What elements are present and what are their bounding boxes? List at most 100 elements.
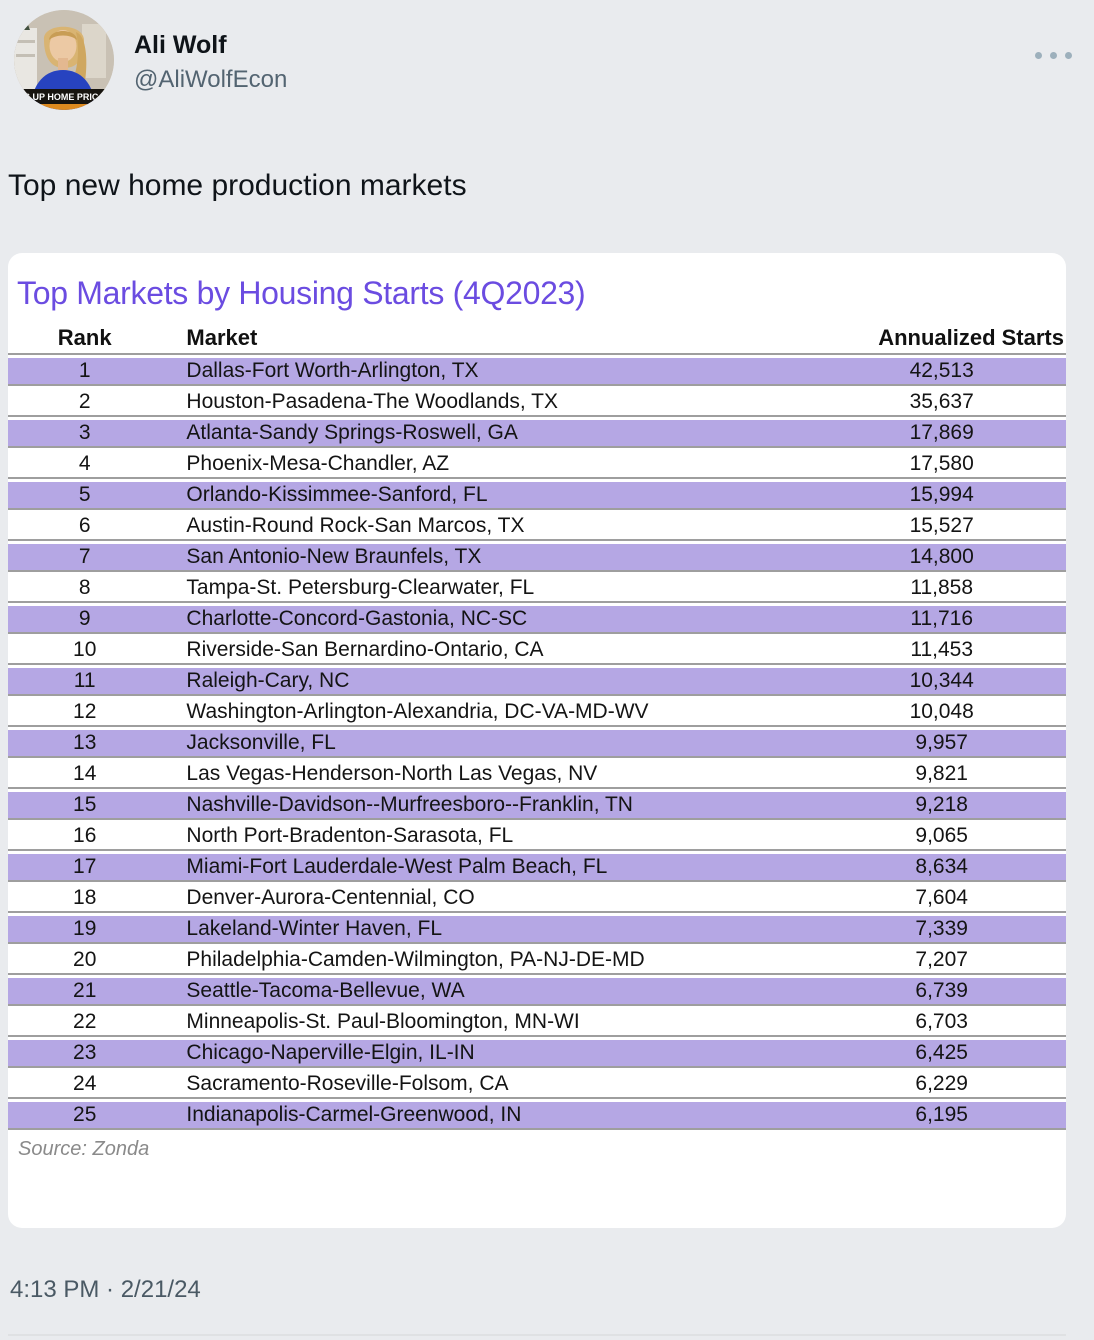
value-cell: 10,048 xyxy=(817,699,1066,727)
market-cell: Nashville-Davidson--Murfreesboro--Frankl… xyxy=(161,792,818,820)
rank-cell: 18 xyxy=(8,885,162,913)
rank-cell: 2 xyxy=(8,389,162,417)
tweet-text: Top new home production markets xyxy=(8,169,467,202)
table-row: 3 Atlanta-Sandy Springs-Roswell, GA 17,869 xyxy=(8,420,1066,448)
table-row: 5 Orlando-Kissimmee-Sanford, FL 15,994 xyxy=(8,482,1066,510)
table-row: 15 Nashville-Davidson--Murfreesboro--Fran… xyxy=(8,792,1066,820)
rank-cell: 12 xyxy=(8,699,162,727)
table-row: 4 Phoenix-Mesa-Chandler, AZ 17,580 xyxy=(8,451,1066,479)
table-row: 22 Minneapolis-St. Paul-Bloomington, MN-W… xyxy=(8,1009,1066,1037)
table-row: 7 San Antonio-New Braunfels, TX 14,800 xyxy=(8,544,1066,572)
starts-column-header: Annualized Starts xyxy=(817,323,1066,355)
value-cell: 6,229 xyxy=(817,1071,1066,1099)
value-cell: 11,716 xyxy=(817,606,1066,634)
more-dot-icon xyxy=(1050,52,1057,59)
rank-cell: 6 xyxy=(8,513,162,541)
market-cell: Atlanta-Sandy Springs-Roswell, GA xyxy=(161,420,818,448)
value-cell: 8,634 xyxy=(817,854,1066,882)
value-cell: 17,580 xyxy=(817,451,1066,479)
rank-cell: 21 xyxy=(8,978,162,1006)
avatar-chyron-text: ES UP HOME PRIC xyxy=(18,92,99,102)
value-cell: 11,453 xyxy=(817,637,1066,665)
market-cell: Phoenix-Mesa-Chandler, AZ xyxy=(161,451,818,479)
more-button[interactable] xyxy=(1031,48,1076,63)
market-cell: Dallas-Fort Worth-Arlington, TX xyxy=(161,358,818,386)
value-cell: 7,339 xyxy=(817,916,1066,944)
value-cell: 7,207 xyxy=(817,947,1066,975)
table-title: Top Markets by Housing Starts (4Q2023) xyxy=(17,275,586,311)
market-cell: Sacramento-Roseville-Folsom, CA xyxy=(161,1071,818,1099)
avatar[interactable]: ES UP HOME PRIC xyxy=(14,10,114,110)
value-cell: 9,065 xyxy=(817,823,1066,851)
table-row: 8 Tampa-St. Petersburg-Clearwater, FL 11,8… xyxy=(8,575,1066,603)
rank-column-header: Rank xyxy=(8,323,162,355)
value-cell: 6,703 xyxy=(817,1009,1066,1037)
rank-cell: 1 xyxy=(8,358,162,386)
table-row: 10 Riverside-San Bernardino-Ontario, CA 11… xyxy=(8,637,1066,665)
more-dot-icon xyxy=(1065,52,1072,59)
value-cell: 42,513 xyxy=(817,358,1066,386)
market-cell: Indianapolis-Carmel-Greenwood, IN xyxy=(161,1102,818,1130)
table-row: 9 Charlotte-Concord-Gastonia, NC-SC 11,716 xyxy=(8,606,1066,634)
bottom-divider xyxy=(8,1334,1066,1336)
table-row: 24 Sacramento-Roseville-Folsom, CA 6,229 xyxy=(8,1071,1066,1099)
market-cell: Minneapolis-St. Paul-Bloomington, MN-WI xyxy=(161,1009,818,1037)
rank-cell: 7 xyxy=(8,544,162,572)
rank-cell: 22 xyxy=(8,1009,162,1037)
table-row: 20 Philadelphia-Camden-Wilmington, PA-NJ-… xyxy=(8,947,1066,975)
value-cell: 17,869 xyxy=(817,420,1066,448)
housing-starts-table: Rank Market Annualized Starts 1 Dallas-Fo… xyxy=(8,320,1066,1133)
table-row: 16 North Port-Bradenton-Sarasota, FL 9,065 xyxy=(8,823,1066,851)
rank-cell: 19 xyxy=(8,916,162,944)
rank-cell: 15 xyxy=(8,792,162,820)
value-cell: 9,821 xyxy=(817,761,1066,789)
table-row: 17 Miami-Fort Lauderdale-West Palm Beach,… xyxy=(8,854,1066,882)
value-cell: 15,527 xyxy=(817,513,1066,541)
market-cell: Lakeland-Winter Haven, FL xyxy=(161,916,818,944)
housing-starts-table-image[interactable]: Top Markets by Housing Starts (4Q2023) R… xyxy=(8,253,1066,1228)
author-handle[interactable]: @AliWolfEcon xyxy=(134,66,288,93)
table-row: 12 Washington-Arlington-Alexandria, DC-VA… xyxy=(8,699,1066,727)
rank-cell: 25 xyxy=(8,1102,162,1130)
rank-cell: 4 xyxy=(8,451,162,479)
value-cell: 10,344 xyxy=(817,668,1066,696)
value-cell: 11,858 xyxy=(817,575,1066,603)
source-note: Source: Zonda xyxy=(18,1138,150,1160)
value-cell: 6,195 xyxy=(817,1102,1066,1130)
market-cell: Houston-Pasadena-The Woodlands, TX xyxy=(161,389,818,417)
author-block: Ali Wolf @AliWolfEcon xyxy=(134,30,287,95)
rank-cell: 20 xyxy=(8,947,162,975)
table-row: 13 Jacksonville, FL 9,957 xyxy=(8,730,1066,758)
table-row: 21 Seattle-Tacoma-Bellevue, WA 6,739 xyxy=(8,978,1066,1006)
table-row: 23 Chicago-Naperville-Elgin, IL-IN 6,425 xyxy=(8,1040,1066,1068)
market-cell: Tampa-St. Petersburg-Clearwater, FL xyxy=(161,575,818,603)
more-dot-icon xyxy=(1035,52,1042,59)
market-cell: North Port-Bradenton-Sarasota, FL xyxy=(161,823,818,851)
market-cell: Miami-Fort Lauderdale-West Palm Beach, F… xyxy=(161,854,818,882)
value-cell: 9,218 xyxy=(817,792,1066,820)
value-cell: 15,994 xyxy=(817,482,1066,510)
rank-cell: 16 xyxy=(8,823,162,851)
market-cell: Riverside-San Bernardino-Ontario, CA xyxy=(161,637,818,665)
table-row: 18 Denver-Aurora-Centennial, CO 7,604 xyxy=(8,885,1066,913)
market-cell: Austin-Round Rock-San Marcos, TX xyxy=(161,513,818,541)
value-cell: 14,800 xyxy=(817,544,1066,572)
table-row: 6 Austin-Round Rock-San Marcos, TX 15,527 xyxy=(8,513,1066,541)
table-row: 1 Dallas-Fort Worth-Arlington, TX 42,513 xyxy=(8,358,1066,386)
market-cell: Philadelphia-Camden-Wilmington, PA-NJ-DE… xyxy=(161,947,818,975)
table-row: 2 Houston-Pasadena-The Woodlands, TX 35,63… xyxy=(8,389,1066,417)
rank-cell: 11 xyxy=(8,668,162,696)
market-cell: San Antonio-New Braunfels, TX xyxy=(161,544,818,572)
value-cell: 6,739 xyxy=(817,978,1066,1006)
market-cell: Seattle-Tacoma-Bellevue, WA xyxy=(161,978,818,1006)
value-cell: 35,637 xyxy=(817,389,1066,417)
value-cell: 6,425 xyxy=(817,1040,1066,1068)
value-cell: 9,957 xyxy=(817,730,1066,758)
market-cell: Orlando-Kissimmee-Sanford, FL xyxy=(161,482,818,510)
market-cell: Las Vegas-Henderson-North Las Vegas, NV xyxy=(161,761,818,789)
tweet-header: ES UP HOME PRIC Ali Wolf @AliWolfEcon xyxy=(0,0,1094,110)
author-name[interactable]: Ali Wolf xyxy=(134,31,227,59)
avatar-illustration: ES UP HOME PRIC xyxy=(14,10,114,110)
table-row: 19 Lakeland-Winter Haven, FL 7,339 xyxy=(8,916,1066,944)
rank-cell: 24 xyxy=(8,1071,162,1099)
